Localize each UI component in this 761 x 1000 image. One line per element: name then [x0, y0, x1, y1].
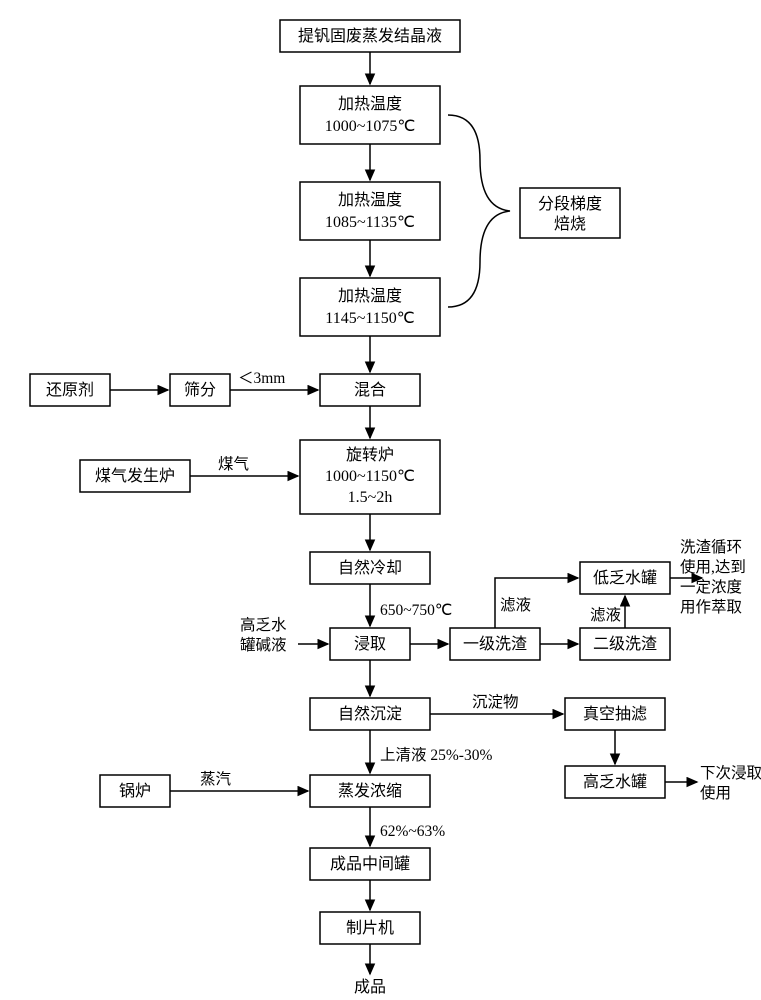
svg-text:低乏水罐: 低乏水罐: [593, 569, 657, 587]
label-final: 成品: [354, 978, 386, 996]
node-boiler: 锅炉: [100, 775, 170, 807]
svg-text:煤气发生炉: 煤气发生炉: [95, 467, 175, 485]
node-evap: 蒸发浓缩: [310, 775, 430, 807]
label-lt3mm: ＜3mm: [238, 370, 285, 387]
svg-text:加热温度: 加热温度: [338, 95, 402, 113]
svg-text:混合: 混合: [354, 381, 386, 399]
brace: [448, 115, 510, 307]
svg-text:提钒固废蒸发结晶液: 提钒固废蒸发结晶液: [298, 27, 442, 45]
svg-text:焙烧: 焙烧: [554, 215, 586, 233]
svg-text:1145~1150℃: 1145~1150℃: [325, 310, 414, 327]
label-next-1: 下次浸取: [700, 764, 761, 782]
label-high-alkali-2: 罐碱液: [240, 636, 287, 654]
label-steam: 蒸汽: [200, 770, 232, 788]
node-vacuum: 真空抽滤: [565, 698, 665, 730]
label-filtrate2: 滤液: [590, 606, 621, 624]
node-leach: 浸取: [330, 628, 410, 660]
node-hightank: 高乏水罐: [565, 766, 665, 798]
node-wash2: 二级洗渣: [580, 628, 670, 660]
node-settle: 自然沉淀: [310, 698, 430, 730]
svg-text:筛分: 筛分: [184, 380, 216, 399]
label-recycle-1: 洗渣循环: [680, 538, 742, 556]
svg-text:1085~1135℃: 1085~1135℃: [325, 214, 415, 231]
node-wash1: 一级洗渣: [450, 628, 540, 660]
label-cool-temp: 650~750℃: [380, 602, 452, 619]
node-slicer: 制片机: [320, 912, 420, 944]
svg-text:旋转炉: 旋转炉: [346, 446, 394, 464]
node-gas-gen: 煤气发生炉: [80, 460, 190, 492]
label-high-alkali-1: 高乏水: [240, 616, 287, 634]
svg-text:还原剂: 还原剂: [46, 381, 94, 399]
node-mix: 混合: [320, 374, 420, 406]
svg-text:锅炉: 锅炉: [119, 782, 151, 800]
label-gas: 煤气: [218, 455, 249, 473]
node-reducer: 还原剂: [30, 374, 110, 406]
label-filtrate1: 滤液: [500, 596, 531, 614]
svg-text:高乏水罐: 高乏水罐: [583, 773, 647, 791]
svg-text:真空抽滤: 真空抽滤: [583, 705, 647, 723]
svg-text:一级洗渣: 一级洗渣: [463, 635, 527, 653]
label-recycle-3: 一定浓度: [680, 578, 742, 596]
svg-text:加热温度: 加热温度: [338, 287, 402, 305]
node-sieve: 筛分: [170, 374, 230, 406]
svg-text:蒸发浓缩: 蒸发浓缩: [338, 782, 402, 800]
svg-text:成品中间罐: 成品中间罐: [330, 855, 410, 873]
svg-text:1000~1150℃: 1000~1150℃: [325, 468, 415, 485]
svg-text:1000~1075℃: 1000~1075℃: [325, 118, 416, 135]
node-group-roast: 分段梯度 焙烧: [520, 188, 620, 238]
svg-text:制片机: 制片机: [346, 919, 394, 937]
node-cool: 自然冷却: [310, 552, 430, 584]
node-heat3: 加热温度 1145~1150℃: [300, 278, 440, 336]
svg-text:加热温度: 加热温度: [338, 191, 402, 209]
label-recycle-2: 使用,达到: [680, 558, 746, 576]
flowchart-svg: 提钒固废蒸发结晶液 加热温度 1000~1075℃ 加热温度 1085~1135…: [0, 0, 761, 1000]
svg-text:二级洗渣: 二级洗渣: [593, 635, 657, 653]
label-recycle-4: 用作萃取: [680, 598, 742, 616]
svg-text:1.5~2h: 1.5~2h: [348, 489, 393, 506]
label-next-2: 使用: [700, 784, 731, 802]
svg-text:自然冷却: 自然冷却: [338, 559, 402, 577]
label-conc: 62%~63%: [380, 823, 445, 840]
node-midtank: 成品中间罐: [310, 848, 430, 880]
node-rotary: 旋转炉 1000~1150℃ 1.5~2h: [300, 440, 440, 514]
svg-text:自然沉淀: 自然沉淀: [338, 705, 402, 723]
node-heat2: 加热温度 1085~1135℃: [300, 182, 440, 240]
node-lowtank: 低乏水罐: [580, 562, 670, 594]
svg-text:浸取: 浸取: [354, 635, 386, 653]
svg-text:分段梯度: 分段梯度: [538, 195, 602, 213]
node-heat1: 加热温度 1000~1075℃: [300, 86, 440, 144]
label-supernatant: 上清液 25%-30%: [380, 746, 492, 764]
label-sediment: 沉淀物: [472, 693, 519, 711]
node-input: 提钒固废蒸发结晶液: [280, 20, 460, 52]
